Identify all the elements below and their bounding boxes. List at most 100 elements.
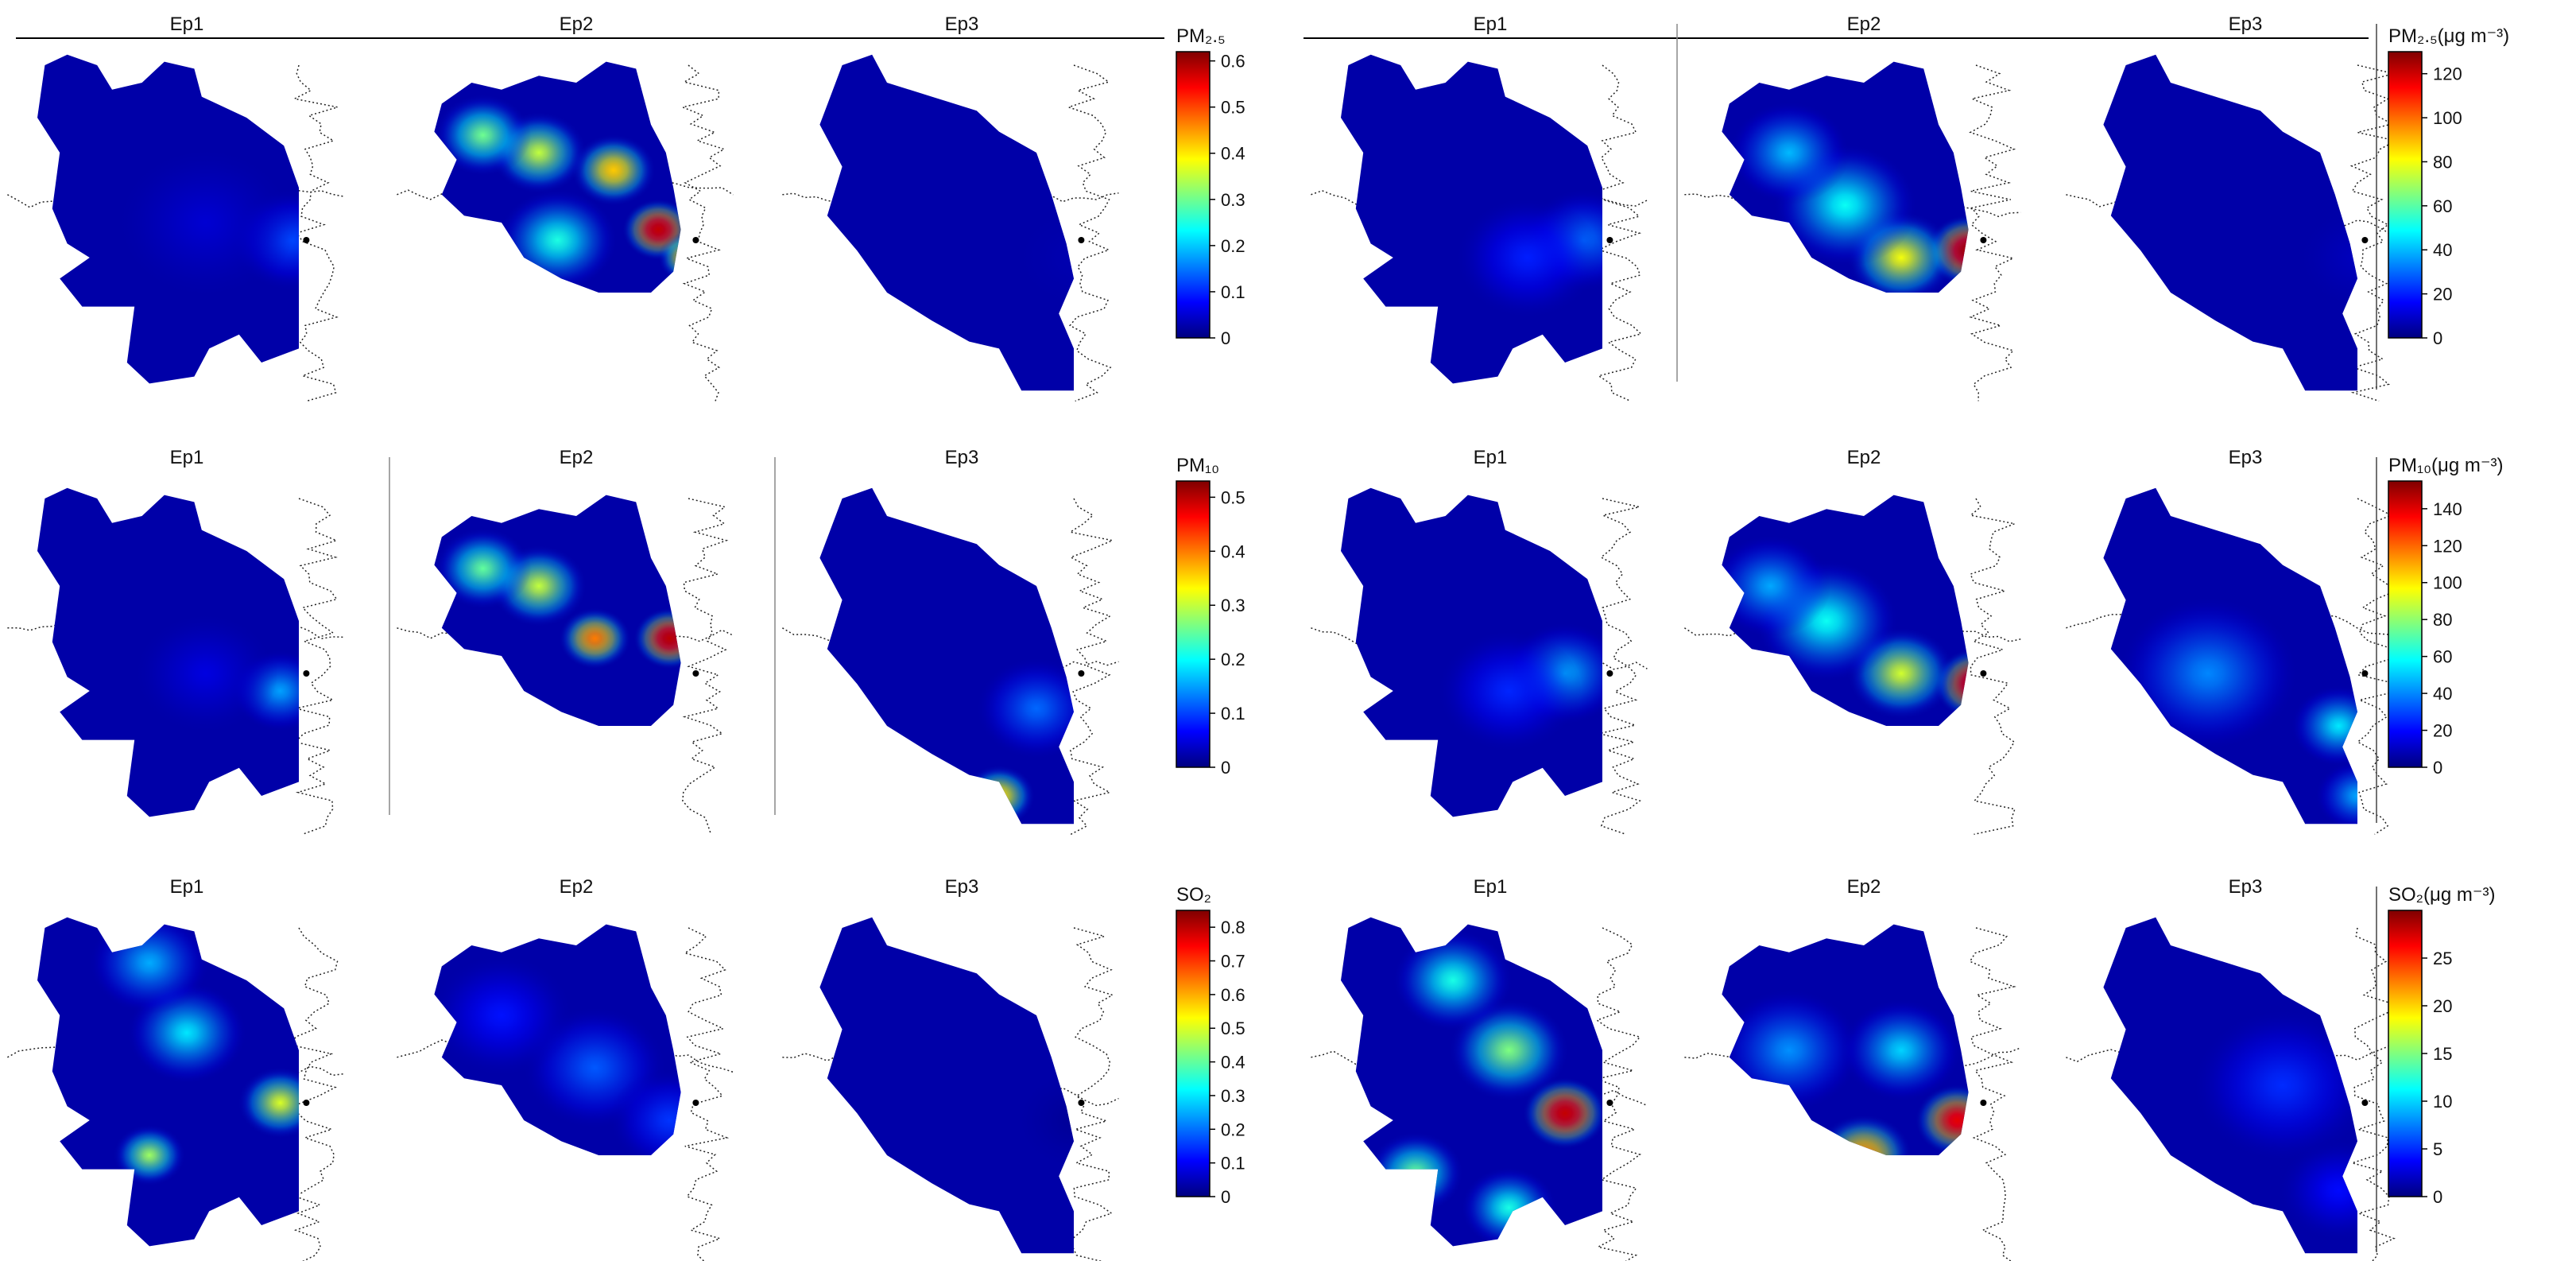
hotspot	[819, 708, 892, 779]
colorbar-tick-label: 100	[2433, 573, 2462, 593]
figure-group-1-left: Ep1 Ep2 Ep3 PM₂.₅ 0 0.1 0.2 0.3 0.4 0.5 0.6	[7, 14, 1245, 402]
field-background	[819, 487, 1074, 824]
panel-title: Ep2	[1847, 447, 1881, 468]
colorbar-tick-label: 0.6	[1221, 52, 1245, 72]
coastline	[1311, 927, 1648, 1261]
colorbar-tick-label: 120	[2433, 64, 2462, 84]
colorbar-tick-label: 5	[2433, 1139, 2442, 1159]
hotspot	[963, 765, 1036, 824]
concentration-field	[1341, 54, 1602, 384]
hotspot	[1722, 535, 1830, 637]
map-panel-ep2: Ep2	[1684, 876, 2021, 1261]
colorbar: PM₁₀(μg m⁻³) 0 20 40 60 80 100 120 140	[2376, 455, 2504, 823]
colorbar-tick-label: 0.3	[1221, 190, 1245, 210]
station-marker	[692, 237, 699, 243]
coastline	[1311, 64, 1648, 402]
hotspot	[1013, 207, 1074, 308]
hotspot	[1841, 999, 1962, 1101]
figure-group-2-left: Ep1 Ep2 Ep3 PM₁₀ 0 0.1 0.2 0.3 0.4 0.5	[7, 447, 1245, 836]
concentration-field	[37, 487, 299, 817]
colorbar-tick-label: 20	[2433, 721, 2452, 741]
colorbar-label: SO₂	[1176, 884, 1211, 906]
hotspot	[1523, 1077, 1602, 1149]
colorbar: PM₁₀ 0 0.1 0.2 0.3 0.4 0.5	[1176, 455, 1245, 778]
hotspot	[89, 917, 210, 1014]
station-marker	[1078, 1100, 1085, 1106]
station-marker	[1980, 237, 1987, 243]
hotspot	[571, 134, 656, 206]
map-panel-ep3: Ep3	[782, 14, 1119, 402]
colorbar-tick-label: 120	[2433, 536, 2462, 556]
hotspot	[1815, 1114, 1912, 1155]
hotspot	[2193, 1009, 2357, 1162]
station-marker	[303, 1100, 310, 1106]
map-panel-ep1: Ep1	[7, 447, 344, 836]
colorbar-tick-label: 0.1	[1221, 282, 1245, 302]
map-panel-ep2: Ep2	[397, 14, 734, 402]
colorbar-tick-label: 0.4	[1221, 1053, 1245, 1073]
station-marker	[2361, 237, 2369, 243]
colorbar-tick-label: 0	[2433, 1187, 2442, 1207]
panel-title: Ep1	[1474, 876, 1508, 898]
concentration-field	[819, 54, 1074, 391]
colorbar-tick-label: 0.1	[1221, 1154, 1245, 1174]
hotspot	[434, 954, 574, 1077]
hotspot	[1393, 929, 1513, 1031]
colorbar-tick-label: 80	[2433, 152, 2452, 172]
colorbar-tick-label: 0.5	[1221, 98, 1245, 118]
station-marker	[1980, 670, 1987, 677]
hotspot	[622, 199, 681, 261]
colorbar-tick-label: 0.5	[1221, 487, 1245, 507]
colorbar-ramp	[2388, 910, 2423, 1197]
figure-group-1-right: Ep1 Ep2 Ep3 PM₂.₅(μg m⁻³) 0 20 40 60 80 100 120	[1303, 14, 2509, 402]
colorbar-tick-label: 0	[2433, 328, 2442, 348]
colorbar-tick-label: 0	[2433, 758, 2442, 778]
colorbar-label: PM₂.₅(μg m⁻³)	[2388, 25, 2509, 47]
colorbar-tick-label: 0.6	[1221, 985, 1245, 1005]
station-marker	[1606, 670, 1613, 677]
panel-title: Ep2	[560, 447, 594, 468]
concentration-field	[1722, 495, 1969, 726]
figure-group-2-right: Ep1 Ep2 Ep3 PM₁₀(μg m⁻³) 0 20 40 60 80 100 120 140	[1311, 447, 2504, 836]
hotspot	[498, 189, 618, 291]
hotspot	[2297, 207, 2357, 308]
panel-title: Ep3	[2229, 876, 2263, 898]
map-panel-ep1: Ep1	[7, 14, 344, 402]
colorbar-tick-label: 20	[2433, 285, 2452, 305]
station-marker	[1078, 237, 1085, 243]
hotspot	[658, 232, 681, 283]
hotspot	[1437, 630, 1581, 752]
colorbar: PM₂.₅ 0 0.1 0.2 0.3 0.4 0.5 0.6	[1176, 25, 1245, 348]
concentration-field	[1341, 487, 1602, 817]
concentration-field	[819, 917, 1074, 1254]
map-panel-ep2: Ep2	[389, 447, 734, 835]
coastline	[782, 927, 1119, 1261]
colorbar: SO₂ 0 0.1 0.2 0.3 0.4 0.5 0.6 0.7 0.8	[1176, 884, 1245, 1207]
map-panel-ep1: Ep1	[7, 876, 344, 1261]
concentration-field	[1722, 61, 1969, 293]
panel-title: Ep3	[945, 447, 979, 468]
map-panel-ep2: Ep2	[397, 876, 734, 1261]
panel-title: Ep1	[170, 14, 204, 35]
colorbar-ramp	[2388, 51, 2423, 339]
station-marker	[303, 670, 310, 677]
hotspot	[1722, 989, 1861, 1112]
hotspot	[435, 527, 531, 610]
map-panel-ep1: Ep1	[1311, 14, 1648, 402]
panel-title: Ep3	[945, 14, 979, 35]
panel-title: Ep3	[2229, 14, 2263, 35]
field-background	[819, 917, 1074, 1254]
colorbar-tick-label: 140	[2433, 499, 2462, 519]
colorbar: SO₂(μg m⁻³) 0 5 10 15 20 25	[2376, 884, 2495, 1252]
panel-title: Ep1	[170, 447, 204, 468]
hotspot	[1455, 196, 1600, 319]
coastline	[1683, 498, 2021, 836]
colorbar-tick-label: 0	[1221, 328, 1230, 348]
station-marker	[692, 670, 699, 677]
colorbar-ramp	[1176, 51, 1211, 339]
hotspot	[1367, 1131, 1464, 1214]
panel-title: Ep2	[560, 876, 594, 898]
station-marker	[1606, 1100, 1613, 1106]
colorbar-tick-label: 0.2	[1221, 236, 1245, 256]
hotspot	[2291, 685, 2357, 767]
